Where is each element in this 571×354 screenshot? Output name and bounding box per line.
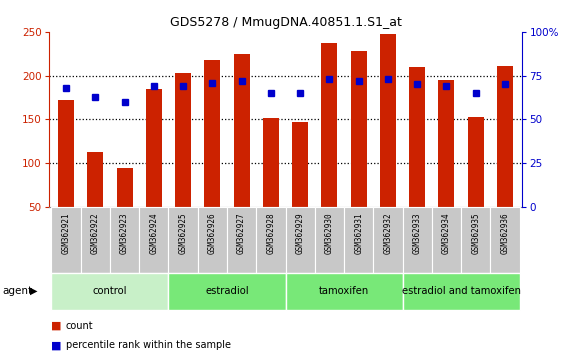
Bar: [344, 207, 373, 273]
Text: GSM362930: GSM362930: [325, 212, 334, 254]
Text: ■: ■: [51, 340, 62, 350]
Text: GSM362924: GSM362924: [150, 212, 158, 254]
Bar: [58, 100, 74, 251]
Bar: [461, 207, 490, 273]
Text: GSM362934: GSM362934: [442, 212, 451, 254]
Title: GDS5278 / MmugDNA.40851.1.S1_at: GDS5278 / MmugDNA.40851.1.S1_at: [170, 16, 401, 29]
Text: GSM362932: GSM362932: [383, 212, 392, 254]
Text: GSM362931: GSM362931: [354, 212, 363, 254]
Text: GSM362921: GSM362921: [62, 212, 71, 254]
Bar: [286, 207, 315, 273]
Bar: [321, 43, 337, 251]
Bar: [403, 207, 432, 273]
Bar: [497, 66, 513, 251]
Text: GSM362935: GSM362935: [471, 212, 480, 254]
Bar: [175, 73, 191, 251]
Bar: [256, 207, 286, 273]
Bar: [315, 207, 344, 273]
Bar: [432, 207, 461, 273]
Text: GSM362927: GSM362927: [237, 212, 246, 254]
Bar: [439, 80, 455, 251]
Text: GSM362928: GSM362928: [267, 212, 275, 254]
Text: percentile rank within the sample: percentile rank within the sample: [66, 340, 231, 350]
Bar: [51, 207, 81, 273]
Text: GSM362936: GSM362936: [500, 212, 509, 254]
Text: GSM362923: GSM362923: [120, 212, 129, 254]
Text: GSM362929: GSM362929: [296, 212, 304, 254]
Bar: [490, 207, 520, 273]
Text: ■: ■: [51, 321, 62, 331]
Bar: [409, 67, 425, 251]
Text: GSM362922: GSM362922: [91, 212, 100, 254]
Bar: [227, 207, 256, 273]
Text: count: count: [66, 321, 93, 331]
Text: GSM362933: GSM362933: [413, 212, 421, 254]
Text: GSM362926: GSM362926: [208, 212, 217, 254]
Text: estradiol: estradiol: [205, 286, 249, 296]
Bar: [51, 273, 168, 310]
Bar: [403, 273, 520, 310]
Bar: [292, 122, 308, 251]
Text: GSM362925: GSM362925: [179, 212, 188, 254]
Bar: [87, 152, 103, 251]
Bar: [168, 273, 286, 310]
Bar: [351, 51, 367, 251]
Bar: [81, 207, 110, 273]
Text: ▶: ▶: [30, 286, 37, 296]
Text: tamoxifen: tamoxifen: [319, 286, 369, 296]
Text: control: control: [93, 286, 127, 296]
Bar: [373, 207, 403, 273]
Bar: [204, 60, 220, 251]
Bar: [139, 207, 168, 273]
Bar: [110, 207, 139, 273]
Text: agent: agent: [3, 286, 33, 296]
Bar: [146, 89, 162, 251]
Bar: [286, 273, 403, 310]
Bar: [263, 118, 279, 251]
Bar: [168, 207, 198, 273]
Bar: [380, 34, 396, 251]
Bar: [234, 54, 250, 251]
Bar: [468, 117, 484, 251]
Bar: [198, 207, 227, 273]
Text: estradiol and tamoxifen: estradiol and tamoxifen: [401, 286, 521, 296]
Bar: [116, 168, 132, 251]
